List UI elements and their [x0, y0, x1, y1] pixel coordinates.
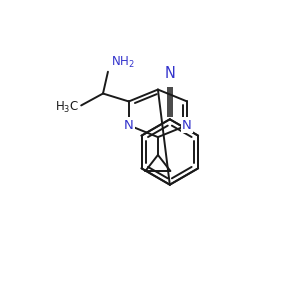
Text: NH$_2$: NH$_2$: [111, 55, 135, 70]
Text: N: N: [164, 66, 175, 81]
Text: N: N: [124, 119, 134, 132]
Text: N: N: [182, 119, 192, 132]
Text: H$_3$C: H$_3$C: [55, 100, 79, 115]
